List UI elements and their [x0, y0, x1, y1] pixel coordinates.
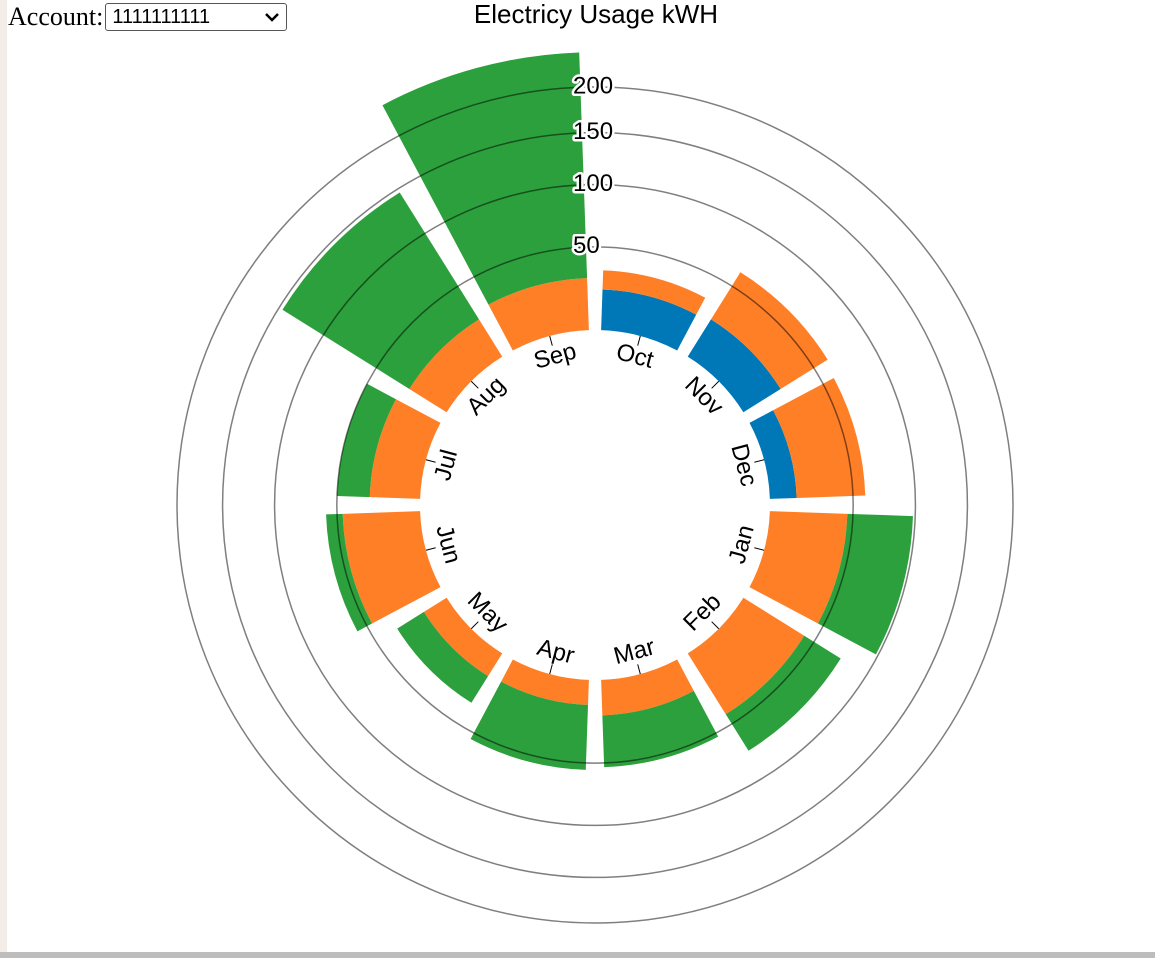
y-tick-label: 200 [573, 72, 613, 99]
y-tick-label: 150 [573, 118, 613, 145]
bar-segment [817, 513, 913, 655]
bar-segment [710, 272, 828, 390]
bar-segment [602, 270, 706, 315]
bar-segment [773, 378, 866, 498]
category-tick [470, 621, 479, 630]
grid-circle [273, 183, 917, 827]
grid-circle [221, 131, 969, 879]
bar-segment [369, 399, 441, 499]
bar-segment [397, 611, 489, 703]
bar-segment [749, 511, 848, 624]
category-tick [637, 335, 641, 346]
bar-segment [382, 52, 588, 305]
bar-segment [282, 192, 480, 390]
account-value: 1111111111 [112, 5, 211, 28]
category-label: Sep [531, 338, 579, 375]
category-tick [711, 621, 720, 630]
bar-segment [725, 635, 841, 751]
category-tick [637, 664, 641, 675]
category-label: Apr [534, 634, 577, 670]
category-label: Oct [613, 338, 656, 374]
window-edge [0, 0, 7, 958]
category-label: Dec [725, 441, 762, 489]
y-tick-label: 100 [573, 170, 613, 197]
category-tick [470, 380, 479, 389]
grid-circle [336, 246, 854, 764]
account-label: Account: [8, 2, 104, 31]
dropdown-arrow [265, 13, 280, 22]
category-tick [711, 380, 720, 389]
y-tick-label: 50 [573, 232, 600, 259]
bar-segment [749, 410, 797, 499]
category-label: Jul [429, 447, 463, 484]
bar-segment [687, 597, 805, 715]
bar-segment [687, 319, 781, 413]
bar-segment [601, 289, 697, 351]
bar-segment [501, 659, 589, 705]
bar-segment [423, 597, 503, 677]
bar-segment [602, 690, 719, 768]
category-label: Jun [430, 522, 466, 566]
scrollbar [0, 952, 1155, 958]
bar-segment [342, 511, 441, 624]
bars [282, 52, 913, 770]
y-tick-label: 50 [573, 232, 600, 259]
chart-title: Electricy Usage kWH [474, 0, 718, 29]
bar-segment [326, 513, 373, 632]
account-picker: Account: 1111111111 [8, 2, 288, 32]
y-tick-label: 150 [573, 118, 613, 145]
bar-segment [336, 383, 396, 498]
category-label: Mar [611, 633, 658, 670]
account-select[interactable]: 1111111111 [105, 3, 288, 31]
bar-segment [488, 278, 589, 351]
category-tick [549, 664, 553, 675]
bar-segment [601, 659, 694, 716]
category-tick [754, 459, 765, 463]
category-tick [754, 547, 765, 551]
bar-segment [409, 319, 503, 413]
y-tick-label: 200 [573, 72, 613, 99]
y-tick-label: 100 [573, 170, 613, 197]
category-tick [425, 459, 436, 463]
category-tick [549, 335, 553, 346]
category-label: Jan [724, 522, 760, 566]
category-tick [425, 547, 436, 551]
grid-circle [176, 86, 1014, 924]
bar-segment [470, 681, 589, 770]
